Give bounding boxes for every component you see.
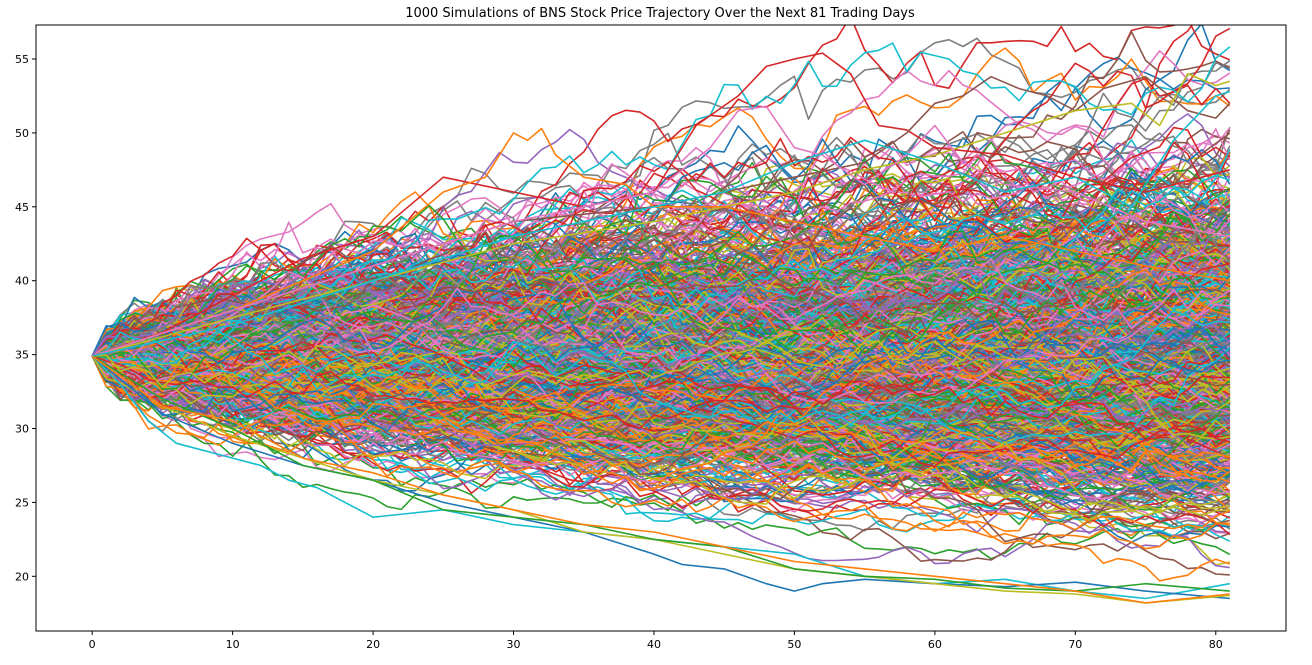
y-tick-label: 30 [15,423,29,436]
simulation-path [92,148,1231,367]
simulation-path [92,131,1231,357]
simulation-path [91,214,1231,366]
y-tick-label: 25 [15,496,29,509]
y-axis: 20 25 30 35 40 45 50 55 [15,53,36,583]
x-tick-label: 10 [226,638,240,651]
highlighted-path-10 [91,355,1230,604]
simulation-paths [91,25,1231,582]
simulation-path [91,204,1231,357]
simulation-path [92,269,1231,357]
simulation-path [91,256,1231,384]
highlighted-path-9 [91,355,1230,592]
simulation-path [91,355,1231,503]
simulation-path [91,268,1230,491]
simulation-path [91,248,1230,370]
simulation-path [91,348,1230,457]
simulation-path [91,316,1230,421]
x-tick-label: 30 [507,638,521,651]
x-axis: 0 10 20 30 40 50 60 70 80 [89,631,1223,651]
simulation-path [91,332,1231,449]
highlighted-path-3 [91,127,1230,357]
highlighted-path-0 [91,52,1231,357]
simulation-path [91,355,1230,436]
simulation-path [91,309,1230,426]
simulation-path [91,311,1231,432]
plot-area-frame [35,24,1287,632]
y-tick-label: 35 [15,349,29,362]
simulation-path [91,267,1231,373]
x-tick-label: 40 [647,638,661,651]
simulation-path [91,296,1230,404]
highlighted-paths [91,52,1231,604]
simulation-path [91,174,1231,370]
y-tick-label: 40 [15,275,29,288]
simulation-path [91,27,1231,399]
simulation-path [91,355,1230,443]
simulation-path [91,355,1231,514]
simulation-path [91,179,1231,357]
simulation-path [91,198,1231,388]
simulation-path [92,355,1231,511]
simulation-path [91,303,1231,415]
y-tick-label: 45 [15,201,29,214]
y-tick-label: 50 [15,127,29,140]
simulation-path [91,258,1231,357]
simulation-path [91,288,1230,399]
highlighted-path-5 [92,90,1231,357]
x-tick-label: 60 [928,638,942,651]
simulation-path [91,355,1231,531]
simulation-path [91,344,1231,471]
y-tick-label: 55 [15,53,29,66]
simulation-path [92,340,1231,438]
simulation-path [91,330,1231,468]
x-tick-label: 50 [787,638,801,651]
highlighted-path-2 [91,73,1231,357]
simulation-path [91,350,1231,560]
simulation-path [92,355,1231,457]
simulation-path [91,324,1230,471]
chart-title: 1000 Simulations of BNS Stock Price Traj… [405,6,915,21]
simulation-path [92,224,1231,360]
simulation-path [91,338,1231,446]
x-tick-label: 0 [89,638,96,651]
simulation-path [91,355,1230,550]
simulation-path [91,352,1231,483]
simulation-path [92,276,1230,390]
highlighted-path-4 [91,105,1230,357]
x-tick-label: 20 [366,638,380,651]
y-tick-label: 20 [15,570,29,583]
simulation-path [91,153,1231,357]
x-tick-label: 70 [1068,638,1082,651]
x-tick-label: 80 [1209,638,1223,651]
